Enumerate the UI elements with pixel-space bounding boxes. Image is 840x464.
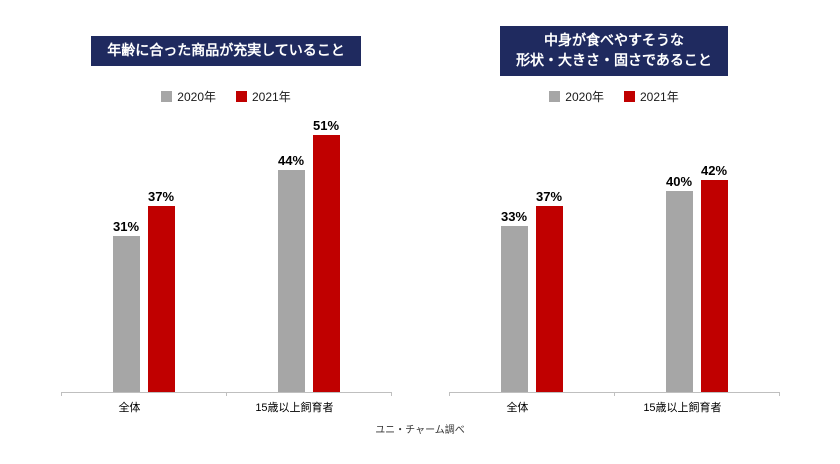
axis-tick: [61, 392, 62, 396]
legend-swatch: [549, 91, 561, 102]
legend-label: 2020年: [565, 90, 604, 104]
category-labels: 全体 15歳以上飼育者: [61, 399, 391, 415]
axis-tick: [614, 392, 615, 396]
legend-swatch: [624, 91, 635, 102]
bar-with-label: 40%: [665, 174, 693, 392]
legend-item: 2021年: [624, 88, 679, 105]
chart-title-line: 年齢に合った商品が充実していること: [107, 42, 345, 59]
chart-right: 中身が食べやすそうな 形状・大きさ・固さであること 2020年 2021年 33% 3…: [438, 26, 790, 421]
category-label: 全体: [118, 402, 141, 414]
bar-with-label: 42%: [700, 163, 728, 392]
bar-with-label: 51%: [312, 118, 340, 392]
bar-with-label: 44%: [277, 153, 305, 392]
bar-with-label: 31%: [112, 219, 140, 392]
plot-groups: 33% 37% 40% 42%: [449, 109, 779, 392]
bar: [312, 135, 340, 392]
source-note: ユニ・チャーム調べ: [375, 425, 465, 436]
bar-value-label: 37%: [535, 189, 563, 204]
bar: [535, 206, 563, 392]
legend-swatch: [236, 91, 247, 102]
bar-group: 31% 37%: [112, 189, 175, 392]
legend-item: 2021年: [236, 88, 291, 105]
bar-value-label: 37%: [147, 189, 175, 204]
bar-group: 40% 42%: [665, 163, 728, 392]
bar-with-label: 33%: [500, 209, 528, 392]
plot-area: 33% 37% 40% 42% 全体 15歳以上飼育者: [449, 109, 780, 421]
chart-left: 年齢に合った商品が充実していること 2020年 2021年 31% 37% 44% 51…: [50, 26, 402, 421]
category-label: 全体: [506, 402, 529, 414]
bar: [147, 206, 175, 392]
plot-groups: 31% 37% 44% 51%: [61, 109, 391, 392]
x-axis-line: [61, 392, 392, 396]
axis-tick: [391, 392, 392, 396]
bar: [500, 226, 528, 392]
bar-value-label: 40%: [665, 174, 693, 189]
bar-with-label: 37%: [535, 189, 563, 392]
category-label: 15歳以上飼育者: [255, 402, 334, 414]
bar-value-label: 44%: [277, 153, 305, 168]
bar: [277, 170, 305, 392]
bar: [700, 180, 728, 392]
bar-value-label: 51%: [312, 118, 340, 133]
bar-value-label: 33%: [500, 209, 528, 224]
bar-group: 44% 51%: [277, 118, 340, 392]
legend-label: 2020年: [177, 90, 216, 104]
chart-title-wrap: 中身が食べやすそうな形状・大きさ・固さであること: [500, 26, 728, 76]
axis-tick: [449, 392, 450, 396]
bar-group: 33% 37%: [500, 189, 563, 392]
plot-area: 31% 37% 44% 51% 全体 15歳以上飼育者: [61, 109, 392, 421]
charts-row: 年齢に合った商品が充実していること 2020年 2021年 31% 37% 44% 51…: [50, 26, 790, 421]
bar: [665, 191, 693, 392]
category-label: 15歳以上飼育者: [643, 402, 722, 414]
chart-title-line: 中身が食べやすそうな: [543, 32, 684, 49]
axis-tick: [779, 392, 780, 396]
legend-label: 2021年: [252, 90, 291, 104]
chart-title: 中身が食べやすそうな形状・大きさ・固さであること: [500, 26, 728, 76]
legend-item: 2020年: [549, 88, 604, 105]
x-axis-line: [449, 392, 780, 396]
chart-title-wrap: 年齢に合った商品が充実していること: [91, 26, 361, 76]
chart-title: 年齢に合った商品が充実していること: [91, 36, 361, 66]
legend: 2020年 2021年: [161, 88, 291, 105]
bar-value-label: 42%: [700, 163, 728, 178]
axis-tick: [226, 392, 227, 396]
bar: [112, 236, 140, 392]
chart-title-line: 形状・大きさ・固さであること: [516, 52, 712, 68]
bar-value-label: 31%: [112, 219, 140, 234]
legend: 2020年 2021年: [549, 88, 679, 105]
category-labels: 全体 15歳以上飼育者: [449, 399, 779, 415]
legend-swatch: [161, 91, 173, 102]
bar-with-label: 37%: [147, 189, 175, 392]
legend-item: 2020年: [161, 88, 216, 105]
legend-label: 2021年: [640, 90, 679, 104]
